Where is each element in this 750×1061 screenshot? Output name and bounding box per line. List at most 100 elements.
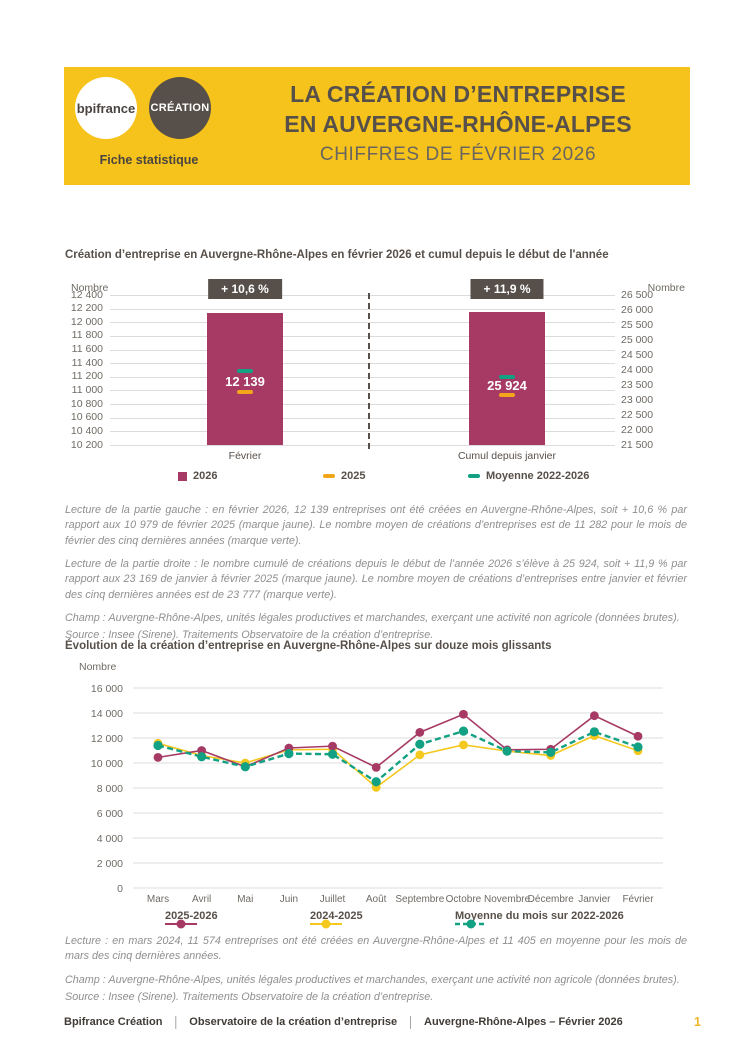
gridline [110, 431, 615, 433]
gridline [110, 322, 615, 324]
y-axis-tick-left: 11 200 [71, 370, 103, 383]
y-axis-tick: 16 000 [91, 683, 123, 695]
gridline [110, 308, 615, 310]
gridline [110, 295, 615, 296]
separator-dashed-line [368, 293, 370, 449]
x-axis-tick: Août [366, 894, 387, 905]
data-point [633, 731, 643, 741]
note-lecture-droite: Lecture de la partie droite : le nombre … [65, 557, 687, 601]
legend-label: 2025 [341, 470, 366, 482]
legend-label: Moyenne 2022-2026 [486, 470, 590, 482]
gridline [110, 376, 615, 378]
data-point [459, 709, 468, 719]
data-point [197, 746, 207, 755]
legend-marker [468, 474, 480, 478]
y-axis-tick: 10 000 [91, 758, 123, 770]
footer-region-date: Auvergne-Rhône-Alpes – Février 2026 [424, 1016, 623, 1028]
legend-marker [165, 919, 197, 929]
data-point [240, 762, 250, 772]
category-label: Février [228, 450, 262, 462]
note-source-2: Source : Insee (Sirene). Traitements Obs… [65, 990, 434, 1003]
legend-item: 2025 [323, 470, 365, 482]
data-point [153, 740, 163, 751]
legend-label: 2025-2026 [165, 910, 218, 922]
data-point [458, 726, 469, 736]
header-titles: LA CRÉATION D’ENTREPRISE EN AUVERGNE-RHÔ… [234, 79, 682, 166]
legend-label: 2024-2025 [310, 910, 363, 922]
series-line-Moyenne-du-mois-sur-2022-2026 [157, 729, 639, 784]
y-axis-label: Nombre [79, 661, 117, 673]
tagline: Fiche statistique [99, 153, 199, 167]
bar-value-label: 12 139 [225, 373, 265, 389]
footer-separator: | [174, 1014, 178, 1030]
gridline [110, 445, 615, 446]
data-point [502, 746, 512, 756]
line-chart-title: Évolution de la création d’entreprise en… [65, 640, 552, 652]
marker-moyenne [499, 374, 515, 379]
gridline [110, 417, 615, 419]
series-line-2025-2026 [157, 713, 639, 769]
bpifrance-logo-text: bpifrance [76, 100, 136, 116]
bar-value-label: 25 924 [487, 377, 527, 393]
y-axis-tick: 8 000 [97, 783, 123, 795]
legend-marker [310, 919, 342, 929]
creation-logo: CRÉATION [149, 77, 211, 139]
y-axis-tick-right: 25 500 [621, 318, 654, 331]
bpifrance-logo: bpifrance [75, 77, 137, 139]
x-axis-tick: Décembre [528, 894, 575, 905]
x-axis-tick: Avril [192, 894, 211, 905]
note-champ: Champ : Auvergne-Rhône-Alpes, unités lég… [65, 611, 680, 624]
legend-item: Moyenne 2022-2026 [468, 470, 589, 482]
y-axis-tick: 6 000 [97, 808, 123, 820]
bar-chart: Nombre Nombre 12 400 12 200 12 000 11 800 11… [65, 279, 685, 491]
main-title-line1: LA CRÉATION D’ENTREPRISE [290, 81, 626, 107]
y-axis-tick-right: 23 000 [621, 393, 654, 406]
data-point [153, 752, 163, 762]
line-chart-notes: Lecture : en mars 2024, 11 574 entrepris… [65, 934, 687, 1007]
data-point [415, 727, 425, 737]
x-axis-tick: Janvier [578, 894, 611, 905]
legend-marker [455, 919, 487, 929]
y-axis-tick: 14 000 [91, 708, 123, 720]
y-axis-tick-left: 10 200 [70, 438, 103, 451]
y-axis-tick-right: 24 000 [621, 363, 654, 376]
line-legend-item: 2025-2026 [165, 910, 218, 929]
header-banner: bpifrance CRÉATION Fiche statistique LA … [64, 67, 690, 185]
y-axis-tick-left: 11 600 [71, 343, 103, 356]
y-axis-tick: 4 000 [97, 833, 123, 845]
marker-2025 [237, 389, 253, 394]
data-point [415, 750, 425, 760]
data-point [371, 762, 381, 772]
y-axis-tick-left: 10 800 [70, 397, 103, 410]
y-axis-tick-right: 22 500 [621, 408, 654, 421]
data-point [589, 711, 599, 721]
line-chart: Nombre 16 000 14 000 12 000 10 000 8 000 6 00… [65, 660, 685, 938]
data-point [589, 727, 599, 737]
y-axis-tick-right: 23 500 [621, 378, 654, 391]
line-chart-svg: 16 000 14 000 12 000 10 000 8 000 6 000 4 000 2… [91, 683, 663, 905]
y-axis-tick-left: 12 000 [70, 315, 103, 328]
gridline [110, 404, 615, 406]
data-point [197, 752, 207, 762]
x-axis-tick: Juin [280, 894, 298, 905]
y-axis-tick-left: 12 400 [70, 288, 103, 301]
note-champ-2: Champ : Auvergne-Rhône-Alpes, unités lég… [65, 973, 680, 986]
y-axis-tick-left: 12 200 [70, 302, 103, 315]
note-source: Source : Insee (Sirene). Traitements Obs… [65, 629, 434, 642]
left-axis-label: Nombre [71, 282, 109, 294]
data-point [284, 749, 294, 759]
y-axis-tick-right: 24 500 [621, 348, 654, 361]
y-axis-tick-left: 10 400 [70, 424, 103, 437]
y-axis-tick-right: 26 000 [621, 303, 654, 316]
data-point [546, 747, 556, 757]
data-point [459, 740, 468, 750]
line-legend-item: 2024-2025 [310, 910, 363, 929]
x-axis-tick: Mai [237, 894, 253, 905]
marker-2025 [499, 392, 515, 397]
x-axis-tick: Mars [147, 894, 169, 905]
note-lecture-gauche: Lecture de la partie gauche : en février… [65, 504, 687, 547]
x-axis-tick: Juillet [320, 894, 346, 905]
legend-item: 2026 [178, 470, 217, 482]
y-axis-tick-left: 11 000 [71, 383, 103, 396]
bar-2026 [207, 312, 283, 445]
